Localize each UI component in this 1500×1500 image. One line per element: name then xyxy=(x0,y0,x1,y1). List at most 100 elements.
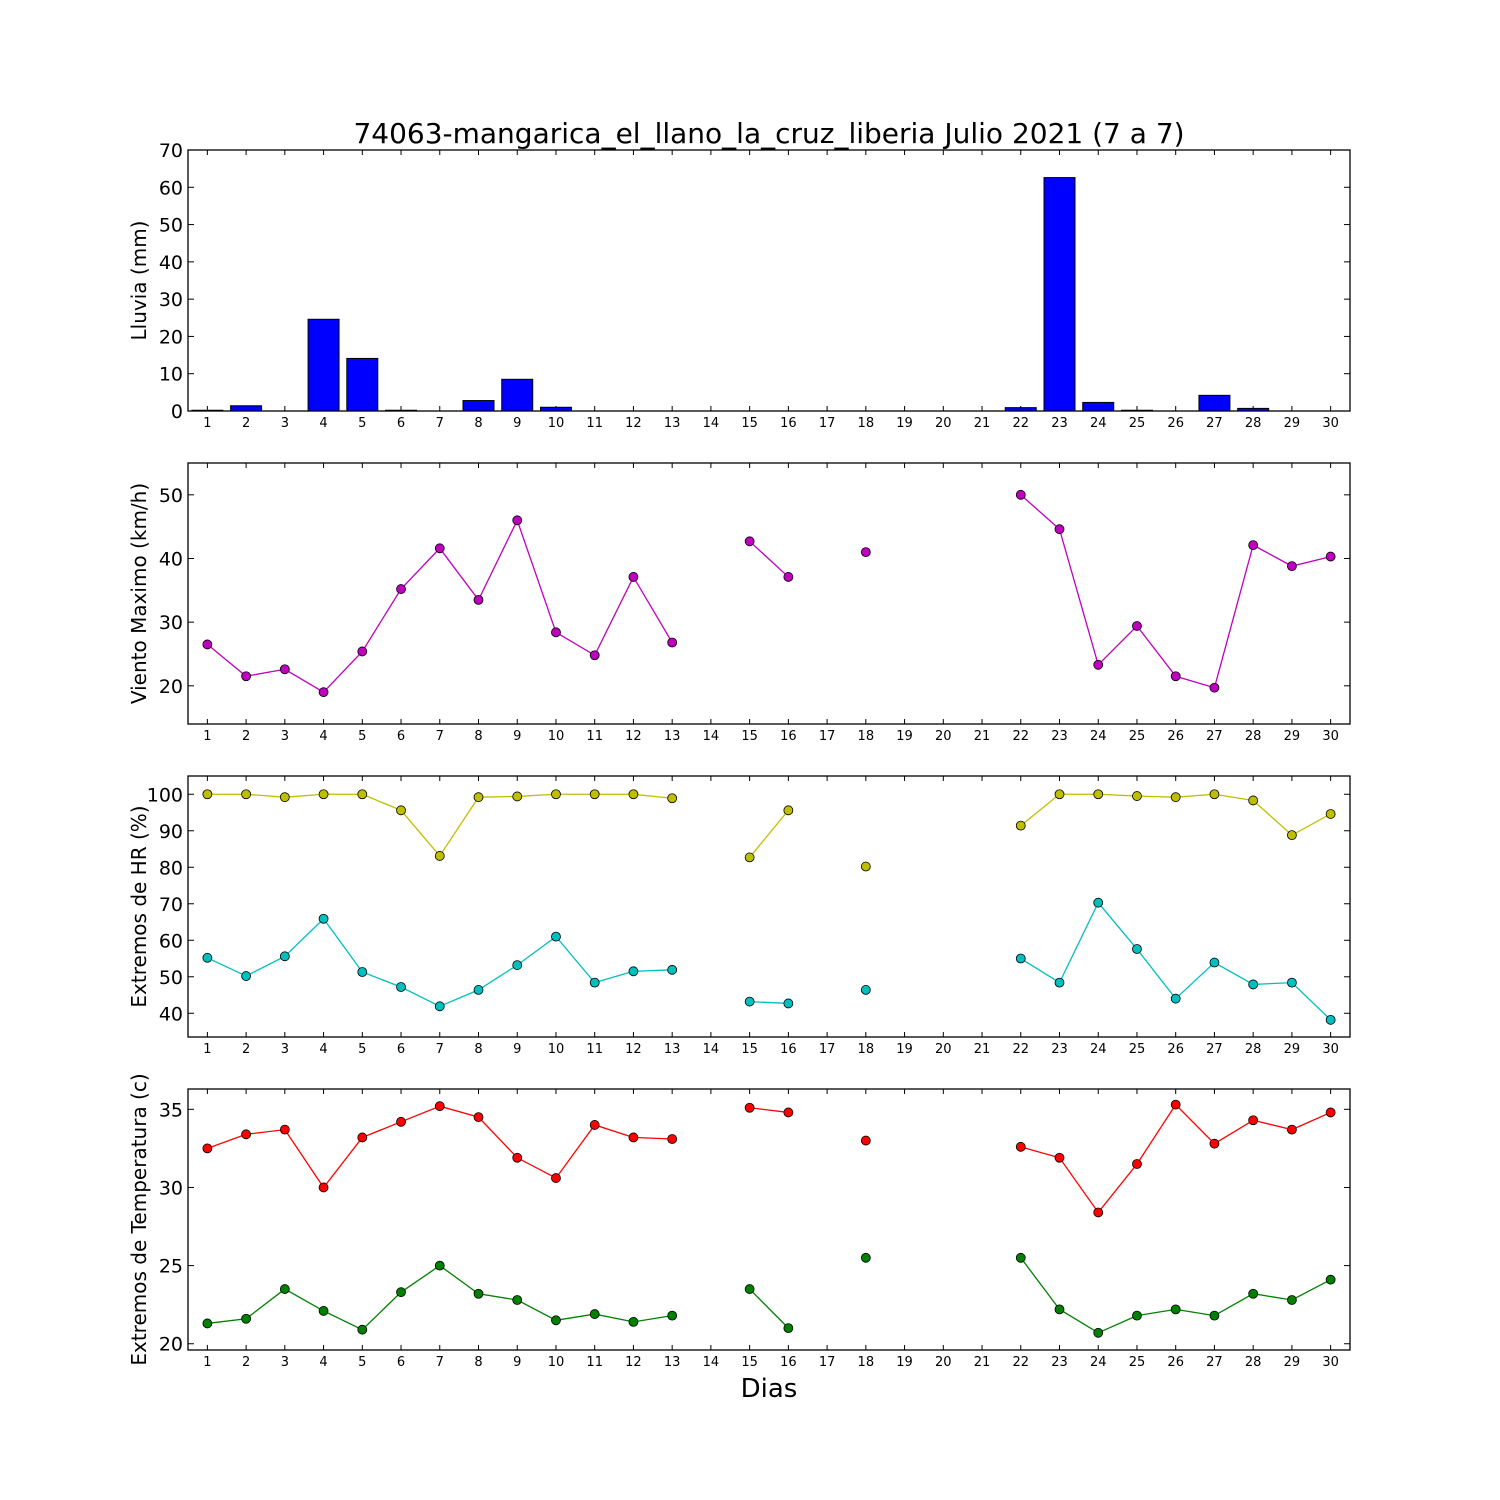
point-viento-0-day-30 xyxy=(1325,551,1336,562)
point-hr-0-day-27 xyxy=(1209,789,1220,800)
point-viento-0-day-9 xyxy=(512,515,523,526)
point-temperatura-1-day-28 xyxy=(1248,1288,1259,1299)
point-hr-1-day-27 xyxy=(1209,957,1220,968)
point-viento-0-day-12 xyxy=(628,572,639,582)
point-viento-0-day-5 xyxy=(357,646,368,657)
point-temperatura-1-day-24 xyxy=(1093,1327,1104,1338)
point-hr-0-day-2 xyxy=(241,789,252,800)
point-temperatura-0-day-8 xyxy=(473,1112,484,1123)
point-temperatura-1-day-15 xyxy=(744,1284,755,1294)
point-temperatura-1-day-27 xyxy=(1209,1310,1220,1321)
x-tick-label-lluvia: 26 xyxy=(1167,416,1184,431)
y-tick-label-viento: 40 xyxy=(159,548,183,570)
point-hr-1-day-11 xyxy=(589,977,600,988)
chart-title: 74063-mangarica_el_llano_la_cruz_liberia… xyxy=(353,117,1184,150)
point-temperatura-0-day-13 xyxy=(667,1134,678,1144)
x-tick-label-temperatura: 27 xyxy=(1206,1355,1223,1370)
point-hr-0-day-30 xyxy=(1325,809,1336,819)
x-tick-label-lluvia: 6 xyxy=(397,416,405,431)
y-tick-label-lluvia: 0 xyxy=(171,401,183,423)
x-tick-label-viento: 29 xyxy=(1284,729,1301,744)
x-tick-label-hr: 11 xyxy=(586,1042,603,1057)
point-viento-0-day-8 xyxy=(473,594,484,605)
x-tick-label-lluvia: 27 xyxy=(1206,416,1223,431)
y-tick-label-temperatura: 35 xyxy=(159,1099,183,1121)
bar-day-8 xyxy=(462,400,495,412)
point-viento-0-day-27 xyxy=(1209,682,1220,693)
point-hr-0-day-12 xyxy=(628,789,639,800)
x-tick-label-viento: 12 xyxy=(625,729,642,744)
x-tick-label-temperatura: 5 xyxy=(358,1355,366,1370)
series-line-temperatura-0 xyxy=(749,1107,789,1114)
x-tick-label-lluvia: 1 xyxy=(203,416,211,431)
point-temperatura-0-day-24 xyxy=(1093,1207,1104,1218)
bar-day-24 xyxy=(1082,401,1115,412)
point-temperatura-1-day-5 xyxy=(357,1324,368,1335)
x-tick-label-hr: 4 xyxy=(319,1042,327,1057)
y-tick-label-viento: 50 xyxy=(159,485,183,507)
x-tick-label-temperatura: 18 xyxy=(858,1355,875,1370)
point-hr-0-day-11 xyxy=(589,789,600,800)
point-temperatura-0-day-30 xyxy=(1325,1107,1336,1118)
point-hr-1-day-15 xyxy=(744,996,755,1007)
x-tick-label-hr: 3 xyxy=(281,1042,289,1057)
point-temperatura-1-day-26 xyxy=(1170,1304,1181,1315)
x-tick-label-temperatura: 30 xyxy=(1322,1355,1339,1370)
x-axis-label: Dias xyxy=(741,1374,798,1404)
bar-day-22 xyxy=(1004,407,1037,412)
point-hr-1-day-22 xyxy=(1015,953,1026,964)
point-viento-0-day-1 xyxy=(202,639,213,650)
x-tick-label-viento: 20 xyxy=(935,729,952,744)
bar-day-5 xyxy=(346,357,379,412)
point-hr-0-day-26 xyxy=(1170,792,1181,803)
x-tick-label-viento: 19 xyxy=(896,729,913,744)
point-temperatura-0-day-3 xyxy=(279,1124,290,1135)
x-tick-label-hr: 18 xyxy=(858,1042,875,1057)
x-tick-label-hr: 26 xyxy=(1167,1042,1184,1057)
x-tick-label-lluvia: 18 xyxy=(858,416,875,431)
bar-day-6 xyxy=(385,409,418,412)
point-hr-0-day-22 xyxy=(1015,820,1026,831)
point-viento-0-day-18 xyxy=(860,547,871,558)
point-hr-0-day-23 xyxy=(1054,789,1065,800)
point-temperatura-0-day-23 xyxy=(1054,1152,1065,1163)
x-tick-label-lluvia: 30 xyxy=(1322,416,1339,431)
x-tick-label-temperatura: 20 xyxy=(935,1355,952,1370)
point-temperatura-1-day-16 xyxy=(783,1323,794,1334)
x-tick-label-temperatura: 15 xyxy=(741,1355,758,1370)
x-tick-label-lluvia: 12 xyxy=(625,416,642,431)
point-temperatura-0-day-29 xyxy=(1287,1124,1297,1135)
y-tick-label-hr: 40 xyxy=(159,1003,183,1025)
point-temperatura-0-day-2 xyxy=(241,1129,252,1140)
x-tick-label-lluvia: 23 xyxy=(1051,416,1068,431)
bar-day-4 xyxy=(307,318,340,412)
point-viento-0-day-15 xyxy=(744,536,755,547)
x-tick-label-hr: 27 xyxy=(1206,1042,1223,1057)
point-temperatura-0-day-10 xyxy=(551,1173,561,1183)
point-viento-0-day-24 xyxy=(1093,659,1104,670)
y-tick-label-hr: 80 xyxy=(159,857,183,879)
x-tick-label-lluvia: 29 xyxy=(1284,416,1301,431)
point-temperatura-1-day-29 xyxy=(1287,1295,1297,1305)
point-hr-1-day-16 xyxy=(783,998,794,1009)
point-temperatura-0-day-7 xyxy=(434,1101,445,1112)
point-viento-0-day-2 xyxy=(241,671,252,682)
x-tick-label-hr: 19 xyxy=(896,1042,913,1057)
point-viento-0-day-6 xyxy=(396,584,406,594)
x-tick-label-lluvia: 10 xyxy=(548,416,565,431)
point-hr-1-day-1 xyxy=(202,952,213,963)
point-hr-1-day-3 xyxy=(279,951,290,962)
y-tick-label-lluvia: 60 xyxy=(159,177,183,199)
point-viento-0-day-16 xyxy=(783,572,794,582)
x-tick-label-lluvia: 22 xyxy=(1012,416,1029,431)
x-tick-label-viento: 15 xyxy=(741,729,758,744)
y-tick-label-lluvia: 40 xyxy=(159,252,183,274)
x-tick-label-viento: 22 xyxy=(1012,729,1029,744)
x-tick-label-temperatura: 8 xyxy=(474,1355,482,1370)
point-temperatura-1-day-11 xyxy=(589,1309,600,1319)
point-hr-1-day-26 xyxy=(1170,993,1181,1004)
point-viento-0-day-29 xyxy=(1287,561,1297,572)
point-temperatura-0-day-15 xyxy=(744,1102,755,1113)
point-hr-0-day-24 xyxy=(1093,789,1104,800)
y-tick-label-hr: 90 xyxy=(159,821,183,843)
